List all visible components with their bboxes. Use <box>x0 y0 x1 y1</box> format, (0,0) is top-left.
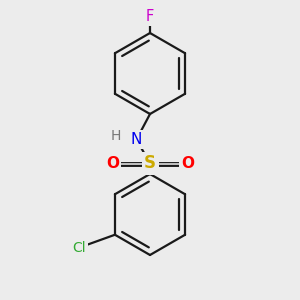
Text: F: F <box>146 9 154 24</box>
Text: Cl: Cl <box>73 241 86 254</box>
Text: O: O <box>181 156 194 171</box>
Text: N: N <box>131 132 142 147</box>
Text: S: S <box>144 154 156 172</box>
Text: O: O <box>106 156 119 171</box>
Text: H: H <box>110 130 121 143</box>
